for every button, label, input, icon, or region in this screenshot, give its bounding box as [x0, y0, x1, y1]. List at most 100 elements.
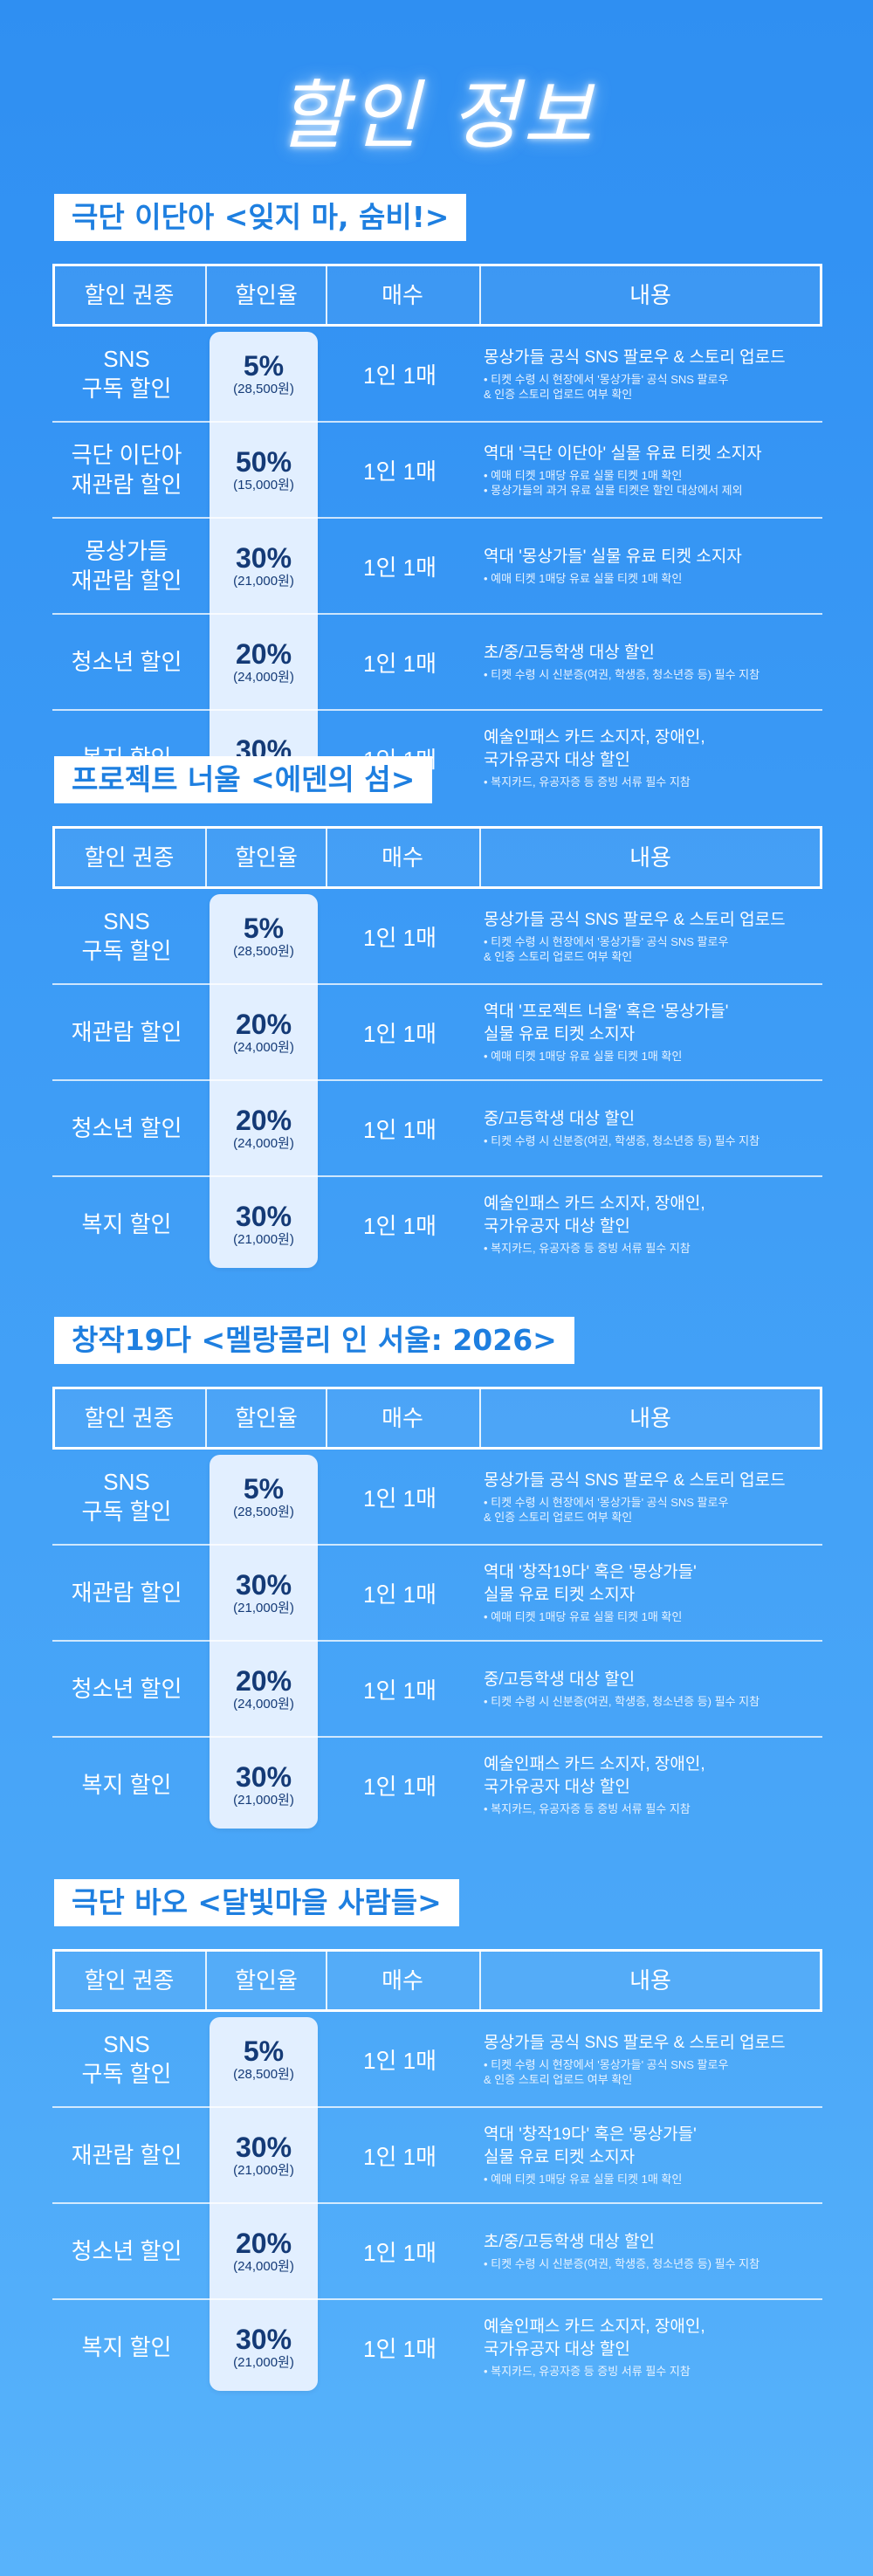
details-main: 역대 '창작19다' 혹은 '몽상가들' 실물 유료 티켓 소지자 — [484, 1563, 697, 1604]
details-note: • 티켓 수령 시 현장에서 '몽상가들' 공식 SNS 팔로우 & 인증 스토… — [484, 1495, 729, 1524]
discount-rate-cell: 30%(21,000원) — [210, 519, 318, 613]
discount-rate: 30% — [235, 542, 292, 574]
column-divider — [205, 829, 207, 886]
discount-rate: 5% — [243, 350, 285, 382]
discounted-price: (24,000원) — [233, 2259, 294, 2274]
table-header: 할인 권종 할인율 매수 내용 — [52, 1949, 822, 2012]
table-row: 청소년 할인 20% (24,000원) 1인 1매 중/고등학생 대상 할인 • 티켓 … — [52, 1642, 822, 1738]
details-main: 역대 '몽상가들' 실물 유료 티켓 소지자 — [484, 548, 742, 566]
discount-rate: 30% — [235, 2132, 292, 2163]
table-row: 재관람 할인 30% (21,000원) 1인 1매 역대 '창작19다' 혹은 '몽상… — [52, 2108, 822, 2204]
discount-details: 몽상가들 공식 SNS 팔로우 & 스토리 업로드 • 티켓 수령 시 현장에서 … — [484, 327, 821, 421]
details-note: • 복지카드, 유공자증 등 증빙 서류 필수 지참 — [484, 1802, 691, 1815]
table-row: 복지 할인 30%(21,000원) 1인 1매 예술인패스 카드 소지자, 장애인,… — [52, 1177, 822, 1271]
table-row: SNS 구독 할인 5% (28,500원) 1인 1매 몽상가들 공식 SNS 팔로우… — [52, 327, 822, 423]
details-note: • 티켓 수령 시 현장에서 '몽상가들' 공식 SNS 팔로우 & 인증 스토… — [484, 2057, 729, 2086]
discount-table: 할인 권종 할인율 매수 내용 SNS 구독 할인 5% (28,500원) 1인 1… — [52, 1949, 822, 2394]
discount-details: 몽상가들 공식 SNS 팔로우 & 스토리 업로드 • 티켓 수령 시 현장에서 … — [484, 2012, 821, 2106]
page-title: 할인 정보 — [278, 72, 595, 160]
table-body: SNS 구독 할인 5% (28,500원) 1인 1매 몽상가들 공식 SNS 팔로우… — [52, 327, 822, 803]
discount-rate-cell: 5% (28,500원) — [210, 1450, 318, 1544]
discount-rate-cell: 50% (15,000원) — [210, 423, 318, 517]
discount-rate: 20% — [235, 1665, 292, 1697]
section-title: 창작19다 <멜랑콜리 인 서울: 2026> — [54, 1317, 574, 1364]
discount-type: 청소년 할인 — [71, 649, 182, 675]
details-main: 예술인패스 카드 소지자, 장애인, 국가유공자 대상 할인 — [484, 1195, 705, 1236]
discount-rate-cell: 30%(21,000원) — [210, 1177, 318, 1271]
rate-column-highlight — [210, 332, 318, 800]
discount-rate-cell: 20% (24,000원) — [210, 615, 318, 709]
details-main: 중/고등학생 대상 할인 — [484, 1670, 636, 1689]
column-divider — [205, 1952, 207, 2009]
table-row: SNS 구독 할인 5% (28,500원) 1인 1매 몽상가들 공식 SNS 팔로우… — [52, 889, 822, 985]
column-divider — [479, 829, 481, 886]
discount-type: 재관람 할인 — [71, 1019, 182, 1045]
rate-column-highlight — [210, 1455, 318, 1829]
discount-rate: 5% — [243, 1473, 285, 1505]
discount-details: 예술인패스 카드 소지자, 장애인, 국가유공자 대상 할인 • 복지카드, 유공… — [484, 1738, 821, 1832]
details-main: 역대 '창작19다' 혹은 '몽상가들' 실물 유료 티켓 소지자 — [484, 2125, 697, 2166]
details-main: 예술인패스 카드 소지자, 장애인, 국가유공자 대상 할인 — [484, 728, 705, 769]
discount-type: 극단 이단아 재관람 할인 — [71, 442, 182, 498]
details-main: 역대 '프로젝트 너울' 혹은 '몽상가들' 실물 유료 티켓 소지자 — [484, 1002, 729, 1043]
discounted-price: (28,500원) — [233, 1505, 294, 1519]
section-title: 극단 바오 <달빛마을 사람들> — [54, 1879, 459, 1926]
discounted-price: (28,500원) — [233, 382, 294, 396]
header-qty: 매수 — [382, 844, 423, 871]
table-row: 청소년 할인 20% (24,000원) 1인 1매 초/중/고등학생 대상 할인 • 티… — [52, 2204, 822, 2300]
discounted-price: (21,000원) — [233, 1601, 294, 1615]
discount-rate-cell: 30%(21,000원) — [210, 1546, 318, 1640]
column-divider — [479, 266, 481, 324]
details-main: 중/고등학생 대상 할인 — [484, 1110, 636, 1128]
discount-section: 프로젝트 너울 <에덴의 섬> 할인 권종 할인율 매수 내용 SNS 구독 할… — [52, 756, 822, 1271]
ticket-quantity: 1인 1매 — [363, 2335, 436, 2362]
discount-rate-cell: 30%(21,000원) — [210, 2300, 318, 2394]
discount-type: 몽상가들 재관람 할인 — [71, 538, 182, 594]
details-note: • 티켓 수령 시 현장에서 '몽상가들' 공식 SNS 팔로우 & 인증 스토… — [484, 934, 729, 963]
discounted-price: (21,000원) — [233, 574, 294, 589]
details-note: • 복지카드, 유공자증 등 증빙 서류 필수 지참 — [484, 2365, 691, 2378]
discount-rate-cell: 5% (28,500원) — [210, 889, 318, 983]
discount-table: 할인 권종 할인율 매수 내용 SNS 구독 할인 5% (28,500원) 1인 1… — [52, 826, 822, 1271]
details-note: • 예매 티켓 1매당 유료 실물 티켓 1매 확인 — [484, 1050, 683, 1063]
header-rate: 할인율 — [235, 1967, 298, 1994]
details-main: 초/중/고등학생 대상 할인 — [484, 2233, 655, 2251]
header-desc: 내용 — [629, 282, 671, 308]
ticket-quantity: 1인 1매 — [363, 1773, 436, 1800]
discounted-price: (28,500원) — [233, 944, 294, 959]
discount-rate: 5% — [243, 2035, 285, 2067]
ticket-quantity: 1인 1매 — [363, 1212, 436, 1239]
column-divider — [479, 1389, 481, 1447]
ticket-quantity: 1인 1매 — [363, 1677, 436, 1704]
ticket-quantity: 1인 1매 — [363, 554, 436, 581]
discount-details: 역대 '창작19다' 혹은 '몽상가들' 실물 유료 티켓 소지자 • 예매 티켓… — [484, 2108, 821, 2202]
discount-type: 복지 할인 — [81, 1211, 172, 1237]
details-note: • 복지카드, 유공자증 등 증빙 서류 필수 지참 — [484, 775, 691, 789]
rate-column-highlight — [210, 2017, 318, 2391]
column-divider — [479, 1952, 481, 2009]
discount-rate: 30% — [235, 2324, 292, 2355]
discount-details: 초/중/고등학생 대상 할인 • 티켓 수령 시 신분증(여권, 학생증, 청소년… — [484, 615, 821, 709]
rate-column-highlight — [210, 894, 318, 1268]
discount-rate: 20% — [235, 1009, 292, 1040]
column-divider — [326, 1952, 327, 2009]
discount-section: 극단 이단아 <잊지 마, 숨비!> 할인 권종 할인율 매수 내용 SNS 구… — [52, 194, 822, 803]
section-title: 프로젝트 너울 <에덴의 섬> — [54, 756, 433, 803]
ticket-quantity: 1인 1매 — [363, 362, 436, 389]
table-row: SNS 구독 할인 5% (28,500원) 1인 1매 몽상가들 공식 SNS 팔로우… — [52, 2012, 822, 2108]
table-body: SNS 구독 할인 5% (28,500원) 1인 1매 몽상가들 공식 SNS 팔로우… — [52, 1450, 822, 1832]
details-note: • 티켓 수령 시 신분증(여권, 학생증, 청소년증 등) 필수 지참 — [484, 668, 760, 681]
discount-details: 역대 '창작19다' 혹은 '몽상가들' 실물 유료 티켓 소지자 • 예매 티켓… — [484, 1546, 821, 1640]
column-divider — [205, 266, 207, 324]
discount-rate-cell: 20% (24,000원) — [210, 985, 318, 1079]
column-divider — [326, 829, 327, 886]
discount-rate: 20% — [235, 638, 292, 670]
table-row: 극단 이단아 재관람 할인 50% (15,000원) 1인 1매 역대 '극단 이단아… — [52, 423, 822, 519]
ticket-quantity: 1인 1매 — [363, 2047, 436, 2074]
column-divider — [326, 266, 327, 324]
ticket-quantity: 1인 1매 — [363, 1020, 436, 1047]
details-main: 몽상가들 공식 SNS 팔로우 & 스토리 업로드 — [484, 348, 786, 367]
details-main: 예술인패스 카드 소지자, 장애인, 국가유공자 대상 할인 — [484, 1755, 705, 1796]
table-header: 할인 권종 할인율 매수 내용 — [52, 264, 822, 327]
discount-rate: 30% — [235, 1201, 292, 1232]
